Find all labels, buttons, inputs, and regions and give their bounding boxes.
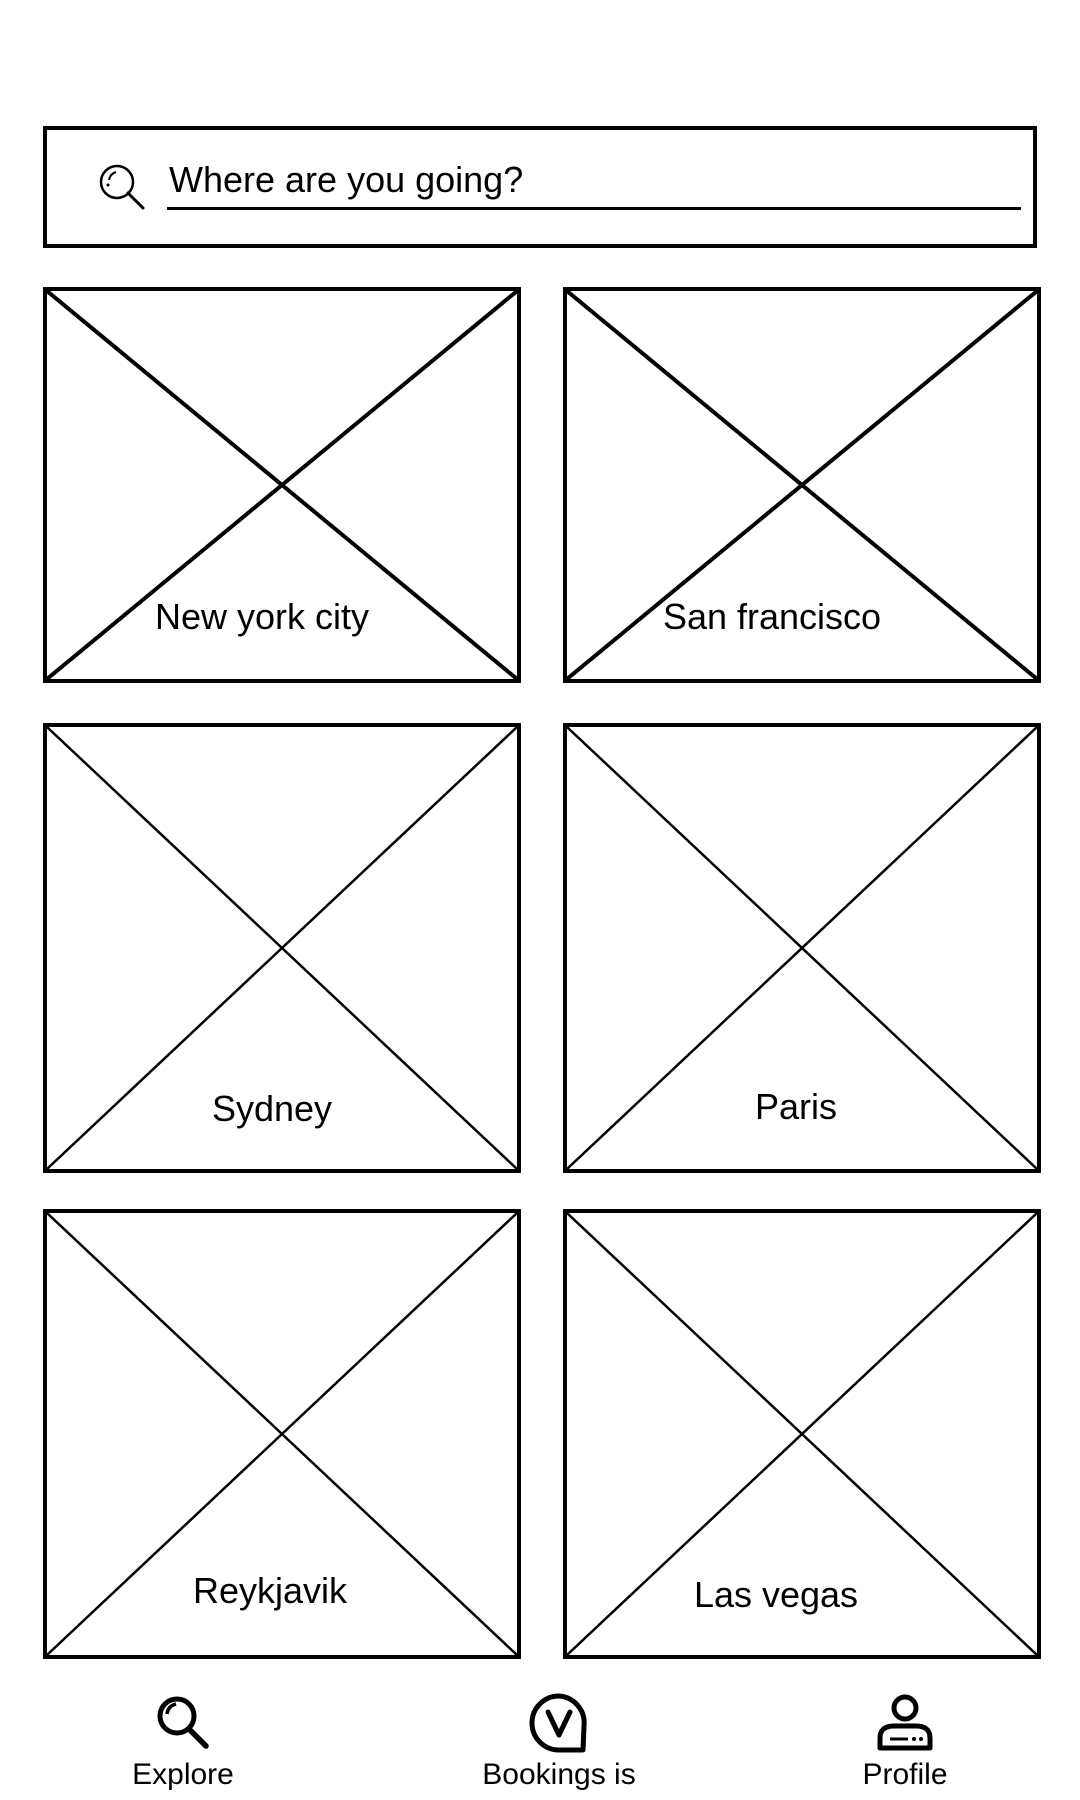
nav-label: Explore: [132, 1758, 234, 1791]
image-placeholder: [47, 727, 517, 1169]
search-icon: [157, 1696, 209, 1749]
city-card-san-francisco[interactable]: San francisco: [563, 287, 1041, 683]
city-label: Sydney: [211, 1088, 333, 1129]
city-label: New york city: [154, 596, 370, 637]
image-placeholder: [567, 291, 1037, 679]
city-card-sydney[interactable]: Sydney: [43, 723, 521, 1173]
nav-item-bookings[interactable]: Bookings is: [439, 1692, 679, 1792]
city-card-new-york-city[interactable]: New york city: [43, 287, 521, 683]
user-icon: [877, 1694, 933, 1751]
image-placeholder: [47, 291, 517, 679]
bookings-icon: [529, 1693, 587, 1753]
city-card-paris[interactable]: Paris: [563, 723, 1041, 1173]
nav-label: Bookings is: [482, 1758, 636, 1791]
city-label: San francisco: [662, 596, 882, 637]
nav-label: Profile: [862, 1758, 948, 1791]
city-label: Las vegas: [693, 1574, 859, 1615]
image-placeholder: [567, 1213, 1037, 1655]
city-card-las-vegas[interactable]: Las vegas: [563, 1209, 1041, 1659]
image-placeholder: [47, 1213, 517, 1655]
search-bar: [43, 126, 1037, 248]
nav-item-explore[interactable]: Explore: [63, 1692, 303, 1792]
image-placeholder: [567, 727, 1037, 1169]
city-label: Paris: [754, 1086, 838, 1127]
search-input[interactable]: [167, 152, 1021, 210]
city-label: Reykjavik: [192, 1570, 348, 1611]
nav-item-profile[interactable]: Profile: [785, 1692, 1025, 1792]
search-icon: [99, 164, 145, 210]
city-card-reykjavik[interactable]: Reykjavik: [43, 1209, 521, 1659]
